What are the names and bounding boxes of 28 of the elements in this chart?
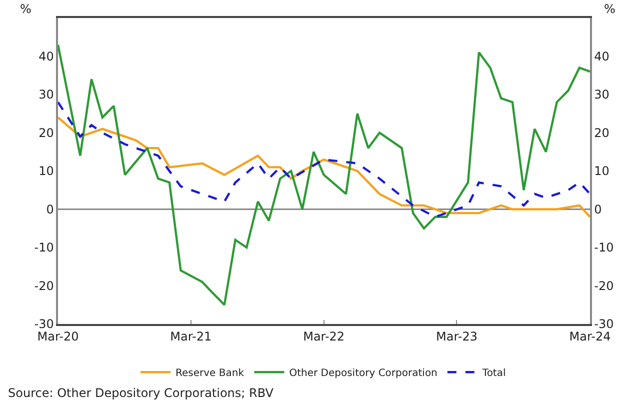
legend-label: Reserve Bank — [176, 368, 244, 380]
y-tick-label: 10 — [38, 164, 54, 178]
y2-axis-title: % — [604, 2, 616, 16]
legend-label: Total — [481, 368, 506, 380]
y2-tick-label: -10 — [594, 240, 614, 255]
y-tick-label: -20 — [34, 278, 54, 293]
y-tick-label: -10 — [34, 240, 54, 255]
y-tick-label: 20 — [38, 126, 54, 140]
y2-tick-label: -30 — [594, 317, 614, 332]
y-tick-label: -30 — [34, 317, 54, 332]
x-tick-label: Mar-23 — [436, 329, 478, 344]
y-tick-label: 30 — [38, 88, 54, 102]
x-tick-label: Mar-21 — [170, 329, 212, 344]
y-tick-label: 0 — [46, 202, 54, 216]
y-tick-label: 40 — [38, 49, 54, 64]
y2-tick-label: 0 — [594, 202, 602, 216]
source-note: Source: Other Depository Corporations; RBV — [8, 386, 274, 400]
line-series — [58, 44, 590, 306]
y-axis-title: % — [20, 2, 32, 16]
y2-tick-label: 40 — [594, 49, 610, 64]
x-tick-label: Mar-24 — [569, 329, 611, 344]
y2-tick-label: 20 — [594, 126, 610, 140]
y2-tick-label: 10 — [594, 164, 610, 178]
x-tick-label: Mar-22 — [303, 329, 345, 344]
y2-tick-label: 30 — [594, 88, 610, 102]
legend-label: Other Depository Corporation — [289, 368, 438, 380]
y2-tick-label: -20 — [594, 278, 614, 293]
x-tick-label: Mar-20 — [37, 329, 79, 344]
